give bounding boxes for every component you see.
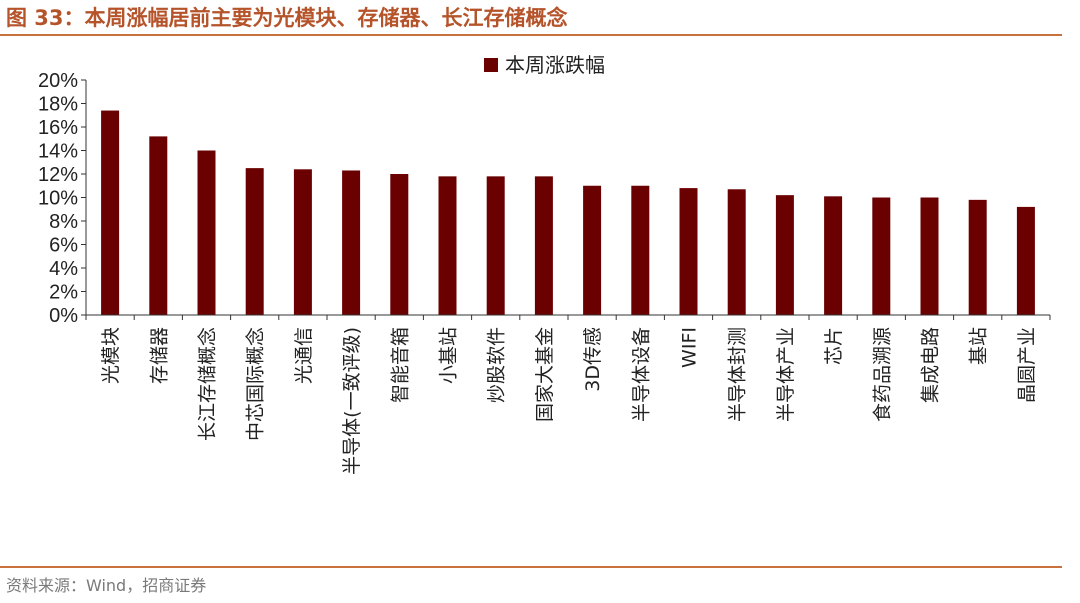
category-label: 国家大基金 [534,327,556,422]
bar [968,199,987,315]
y-tick-label: 2% [49,282,78,304]
category-label: 3D传感 [582,327,604,392]
x-axis [85,314,1051,320]
category-label: 存储器 [148,327,170,384]
y-tick-label: 6% [49,235,78,257]
category-labels: 光模块 存储器 长江存储概念 中芯国际概念 光通信 半导体(一致评级) 智能音箱 小基站 炒股软… [100,327,1038,475]
chart-title: 图 33：本周涨幅居前主要为光模块、存储器、长江存储概念 [6,6,568,30]
category-label: 小基站 [438,327,460,384]
y-tick-label: 10% [38,188,78,210]
y-tick-label: 16% [38,117,78,139]
bar [438,176,457,315]
bar [293,169,312,315]
footer-divider [0,566,1062,568]
bar [101,110,120,315]
category-label: 半导体产业 [775,327,797,422]
legend-label: 本周涨跌幅 [505,53,605,77]
y-tick-label: 12% [38,164,78,186]
bar [872,197,891,315]
bar [486,176,505,315]
category-label: 光通信 [293,327,315,384]
bar [390,174,409,315]
category-label: 智能音箱 [389,327,411,403]
y-tick-label: 4% [49,258,78,280]
y-tick-label: 0% [49,305,78,327]
bar [1016,206,1035,315]
bar [631,185,650,315]
category-label: 基站 [968,327,990,365]
bar [679,188,698,315]
y-tick-label: 14% [38,141,78,163]
bar [920,197,939,315]
source-note: 资料来源：Wind，招商证券 [6,576,207,595]
y-axis: 0%2%4%6%8%10%12%14%16%18%20% [38,70,87,327]
category-label: 食药品溯源 [871,327,893,422]
bar [534,176,553,315]
y-tick-label: 18% [38,94,78,116]
category-label: 长江存储概念 [196,327,219,441]
bar [727,189,746,315]
bar [775,195,794,315]
bar [342,170,361,315]
bar-series [101,110,1035,315]
category-label: 半导体(一致评级) [341,327,363,475]
y-tick-label: 8% [49,211,78,233]
category-label: 光模块 [100,327,122,384]
category-label: 晶圆产业 [1016,327,1038,403]
category-label: WIFI [679,327,701,368]
title-divider [0,34,1062,36]
bar [583,185,602,315]
bar [824,196,843,315]
category-label: 芯片 [823,327,845,365]
category-label: 中芯国际概念 [244,327,267,441]
category-label: 半导体设备 [630,327,652,422]
legend-swatch [484,58,498,72]
category-label: 集成电路 [920,327,942,403]
y-tick-label: 20% [38,70,78,92]
category-label: 炒股软件 [486,327,508,403]
category-label: 半导体封测 [727,327,749,422]
bar [245,168,264,315]
bar [197,150,216,315]
legend: 本周涨跌幅 [484,53,605,77]
bar [149,136,168,315]
